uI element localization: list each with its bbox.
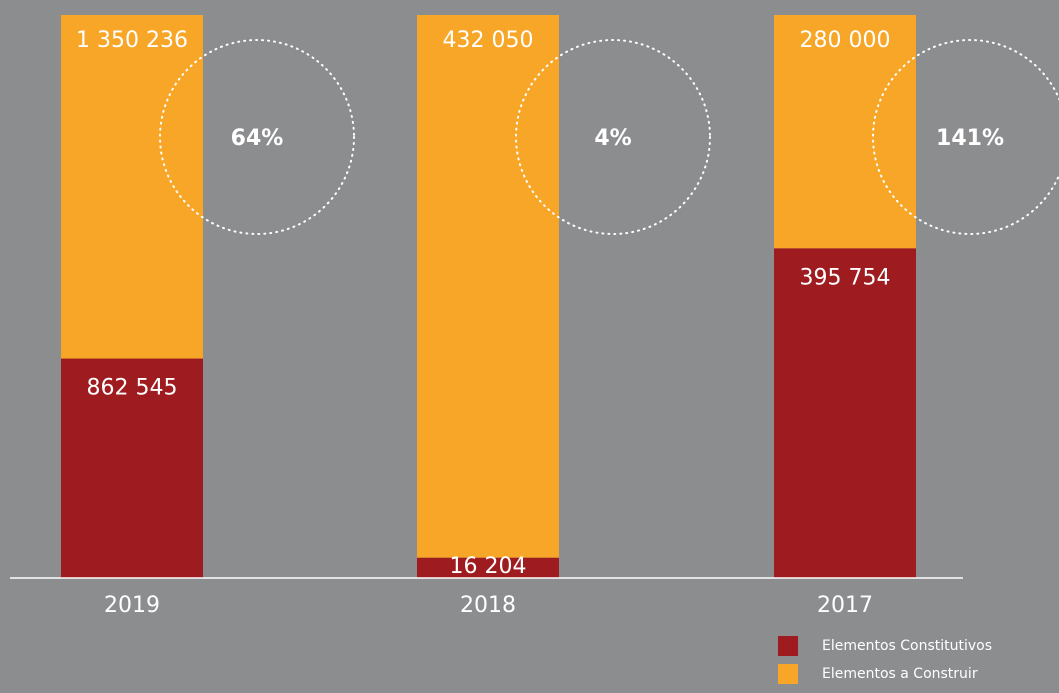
value-label: 395 754 [800,265,891,290]
ratio-label: 64% [231,126,284,151]
value-label: 1 350 236 [76,28,188,53]
ratio-circle [872,39,1059,235]
x-tick-label: 2018 [460,593,516,618]
value-label: 280 000 [800,28,891,53]
legend-label: Elementos Constitutivos [822,638,992,654]
legend-swatch [778,664,798,684]
value-label: 862 545 [87,376,178,401]
bar-segment [61,358,203,578]
value-label: 16 204 [450,554,527,579]
x-tick-label: 2019 [104,593,160,618]
ratio-label: 141% [936,126,1004,151]
ratio-circle [515,39,711,235]
bar-segment [417,15,559,558]
legend-label: Elementos a Construir [822,666,978,682]
bar-segment [417,557,559,578]
x-tick-label: 2017 [817,593,873,618]
bar-segment [774,15,916,249]
bar-segment [774,248,916,578]
legend-swatch [778,636,798,656]
ratio-label: 4% [594,126,631,151]
bar-segment [61,15,203,359]
value-label: 432 050 [443,28,534,53]
ratio-circle [159,39,355,235]
